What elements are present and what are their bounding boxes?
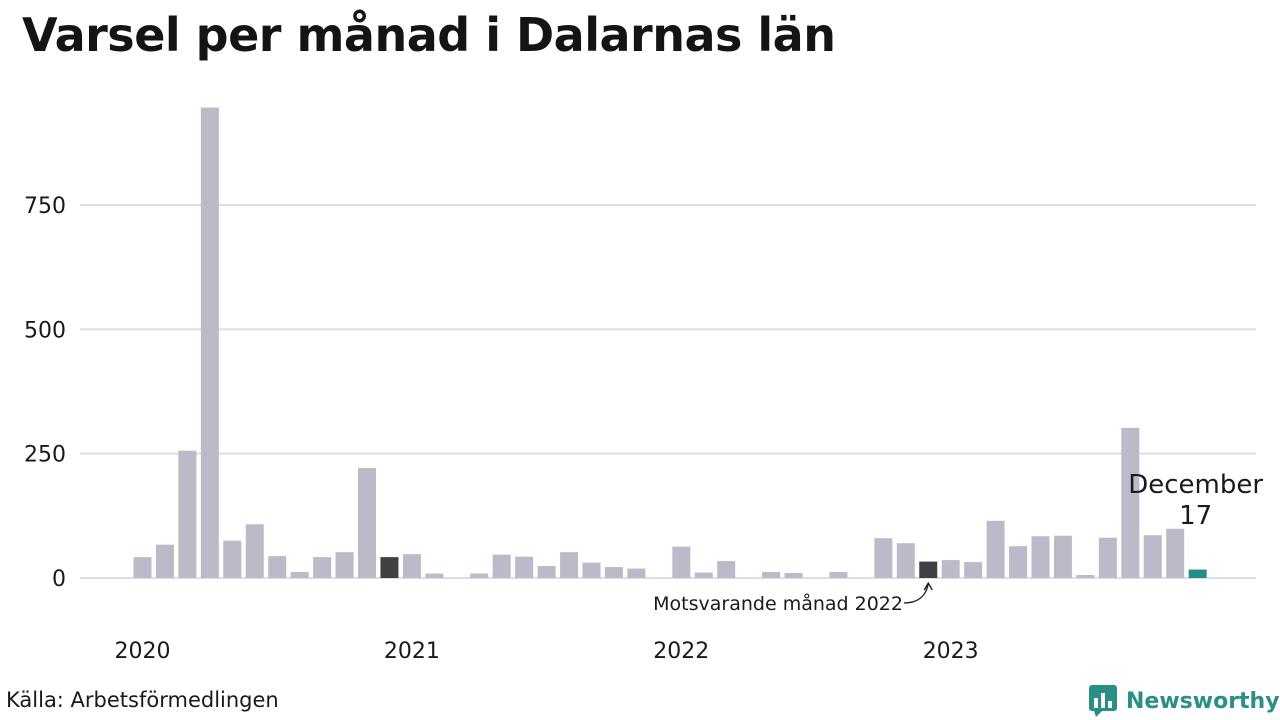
- brand-logo[interactable]: Newsworthy: [1088, 684, 1280, 718]
- bar-2022-03: [717, 561, 736, 578]
- source-text: Källa: Arbetsförmedlingen: [6, 688, 279, 712]
- x-axis: 2020 2021 2022 2023: [115, 639, 979, 664]
- annotation-month-label: December: [1128, 470, 1263, 500]
- bar-2023-03: [986, 520, 1005, 578]
- y-axis: 0 250 500 750: [24, 194, 66, 592]
- bar-2021-08: [560, 552, 579, 578]
- bar-2020-05: [223, 540, 242, 578]
- bars: [133, 107, 1207, 578]
- y-tick-label: 500: [24, 318, 66, 343]
- bar-2020-02: [155, 544, 174, 578]
- y-tick-label: 750: [24, 194, 66, 219]
- bar-2021-02: [425, 573, 444, 578]
- bar-2023-07: [1076, 575, 1095, 578]
- bar-2023-10: [1143, 535, 1162, 578]
- bar-2020-09: [313, 557, 332, 578]
- x-tick-label: 2022: [653, 639, 709, 664]
- bar-2020-10: [335, 552, 354, 578]
- y-tick-label: 0: [52, 567, 66, 592]
- bar-2020-01: [133, 557, 152, 578]
- bar-2021-09: [582, 562, 601, 578]
- bar-2021-05: [492, 554, 511, 578]
- annotation-value-label: 17: [1179, 501, 1212, 531]
- newsworthy-logo-icon: [1089, 685, 1117, 717]
- annotation-arrow: [903, 583, 929, 604]
- bar-2021-06: [515, 556, 534, 578]
- bar-2023-05: [1031, 536, 1050, 578]
- y-tick-label: 250: [24, 443, 66, 468]
- bar-2023-08: [1098, 537, 1117, 578]
- bar-2021-04: [470, 573, 489, 578]
- annotation-arrowhead: [923, 581, 933, 591]
- x-tick-label: 2023: [923, 639, 979, 664]
- bar-2023-04: [1009, 546, 1028, 578]
- bar-2022-12: [919, 561, 938, 578]
- bar-2020-07: [268, 556, 287, 578]
- bar-2022-10: [874, 538, 893, 578]
- bar-2023-02: [964, 562, 983, 578]
- bar-2021-01: [402, 554, 421, 578]
- bar-2022-11: [896, 543, 915, 578]
- bar-2022-05: [762, 572, 781, 578]
- bar-2021-11: [627, 568, 646, 578]
- bar-2022-02: [694, 572, 713, 578]
- bar-2021-10: [604, 567, 623, 578]
- bar-2023-01: [941, 560, 960, 578]
- bar-2023-11: [1166, 528, 1185, 578]
- bar-2022-01: [672, 546, 691, 578]
- bar-2020-11: [358, 468, 376, 578]
- bar-2020-03: [178, 450, 197, 578]
- chart-title: Varsel per månad i Dalarnas län: [22, 8, 836, 62]
- bar-2020-08: [290, 572, 309, 578]
- bar-2020-06: [245, 524, 264, 578]
- bar-2023-12: [1188, 569, 1207, 578]
- gridlines: [80, 204, 1256, 579]
- x-tick-label: 2021: [384, 639, 440, 664]
- annotation-motsvarande-manad: Motsvarande månad 2022: [653, 592, 903, 615]
- bar-2022-06: [784, 573, 803, 578]
- bar-2020-04: [200, 107, 219, 578]
- bar-2021-07: [537, 566, 556, 578]
- bar-2022-08: [829, 572, 848, 578]
- bar-2023-09: [1121, 427, 1140, 578]
- brand-name: Newsworthy: [1126, 688, 1280, 714]
- bar-2023-06: [1053, 535, 1072, 578]
- bar-2020-12: [380, 557, 399, 578]
- x-tick-label: 2020: [115, 639, 171, 664]
